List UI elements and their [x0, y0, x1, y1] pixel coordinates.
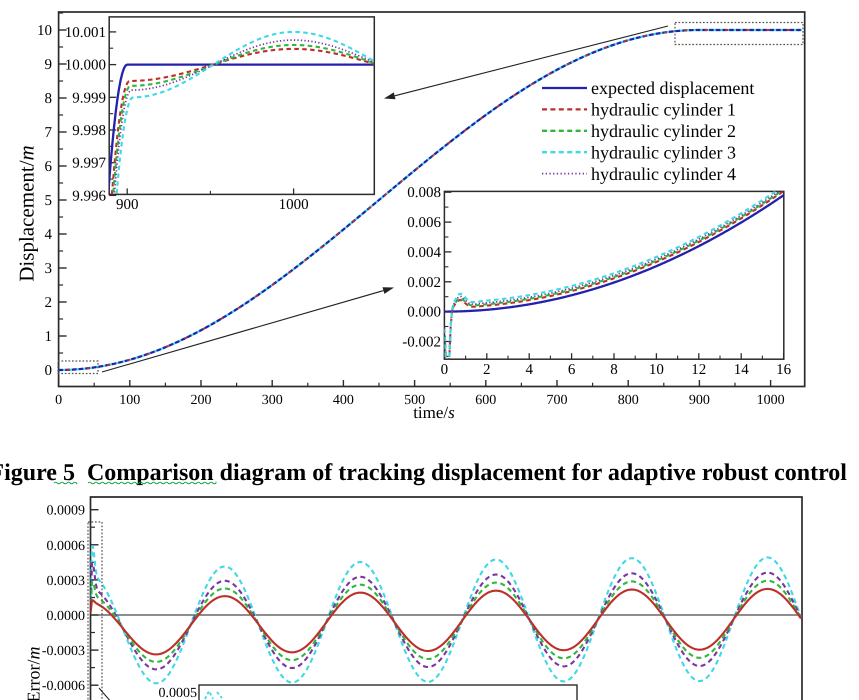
svg-text:16: 16: [776, 362, 792, 378]
svg-text:10: 10: [649, 362, 664, 378]
svg-text:4: 4: [45, 227, 53, 243]
svg-text:1000: 1000: [279, 197, 309, 213]
svg-text:Displacement/m: Displacement/m: [15, 145, 39, 281]
svg-text:9.996: 9.996: [72, 188, 106, 204]
svg-text:10: 10: [37, 23, 52, 39]
svg-text:8: 8: [45, 91, 53, 107]
svg-text:expected displacement: expected displacement: [591, 78, 754, 98]
svg-text:-0.002: -0.002: [402, 335, 441, 351]
svg-text:9.997: 9.997: [72, 156, 106, 172]
svg-text:7: 7: [45, 125, 53, 141]
svg-text:6: 6: [568, 362, 576, 378]
svg-text:500: 500: [404, 393, 425, 408]
svg-text:-0.0003: -0.0003: [42, 644, 85, 659]
svg-text:0.008: 0.008: [407, 185, 441, 201]
svg-text:10.000: 10.000: [65, 58, 106, 74]
svg-text:8: 8: [610, 362, 618, 378]
svg-text:900: 900: [116, 197, 139, 213]
svg-text:6: 6: [45, 159, 53, 175]
svg-text:0.0003: 0.0003: [47, 574, 86, 589]
svg-text:14: 14: [734, 362, 750, 378]
svg-text:time/s: time/s: [413, 403, 455, 422]
svg-text:3: 3: [45, 261, 53, 277]
svg-text:700: 700: [547, 393, 568, 408]
svg-text:600: 600: [475, 393, 496, 408]
svg-text:hydraulic cylinder 4: hydraulic cylinder 4: [591, 164, 736, 184]
svg-text:4: 4: [525, 362, 533, 378]
svg-text:300: 300: [262, 393, 283, 408]
svg-text:0: 0: [45, 363, 53, 379]
svg-text:0: 0: [55, 393, 62, 408]
svg-text:1: 1: [45, 329, 53, 345]
svg-text:0.000: 0.000: [407, 305, 441, 321]
svg-text:2: 2: [483, 362, 491, 378]
svg-text:200: 200: [191, 393, 212, 408]
svg-text:hydraulic cylinder 2: hydraulic cylinder 2: [591, 121, 736, 141]
svg-text:9.998: 9.998: [72, 123, 106, 139]
svg-text:hydraulic cylinder 1: hydraulic cylinder 1: [591, 100, 736, 120]
svg-text:0.0009: 0.0009: [47, 504, 86, 519]
svg-text:2: 2: [45, 295, 53, 311]
svg-text:-0.0006: -0.0006: [42, 679, 85, 694]
svg-text:9.999: 9.999: [72, 90, 106, 106]
svg-text:12: 12: [691, 362, 706, 378]
svg-text:0.0005: 0.0005: [159, 686, 198, 700]
svg-text:900: 900: [689, 393, 710, 408]
svg-text:100: 100: [119, 393, 140, 408]
svg-text:0: 0: [441, 362, 449, 378]
svg-text:800: 800: [618, 393, 639, 408]
svg-text:0.006: 0.006: [407, 215, 441, 231]
svg-text:1000: 1000: [757, 393, 785, 408]
svg-text:400: 400: [333, 393, 354, 408]
svg-text:5: 5: [45, 193, 53, 209]
svg-text:Figure 5 Comparison diagram o: Figure 5 Comparison diagram of tracking …: [0, 460, 847, 486]
svg-text:0.0000: 0.0000: [47, 609, 86, 624]
svg-text:10.001: 10.001: [65, 25, 106, 41]
svg-text:0.002: 0.002: [407, 275, 441, 291]
svg-text:0.0006: 0.0006: [47, 539, 86, 554]
svg-text:9: 9: [45, 57, 53, 73]
svg-text:hydraulic cylinder 3: hydraulic cylinder 3: [591, 142, 736, 162]
svg-text:Error/m: Error/m: [24, 647, 44, 700]
svg-text:0.004: 0.004: [407, 245, 441, 261]
